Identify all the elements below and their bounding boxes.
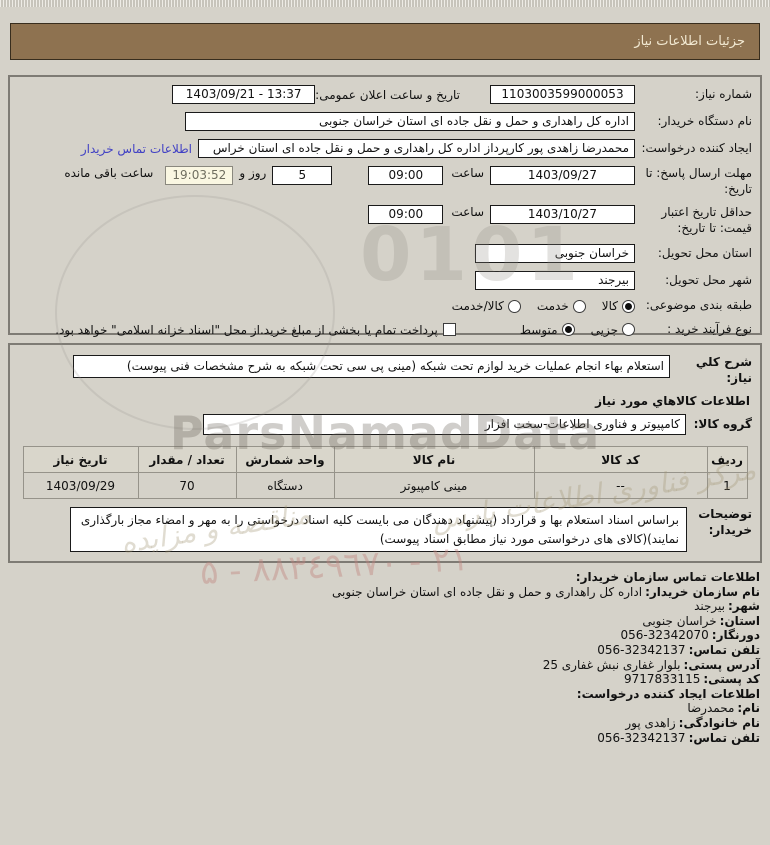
- price-validity-label: حداقل تاریخ اعتبار قیمت: تا تاریخ:: [661, 205, 752, 235]
- creator-last-name: نام خانوادگی:زاهدی پور: [625, 715, 760, 730]
- page-title: جزئیات اطلاعات نیاز: [634, 34, 745, 49]
- buyer-notes-label-line1: توضیحات: [698, 507, 752, 522]
- radio-service-icon[interactable]: [572, 299, 586, 313]
- radio-goods-service-icon[interactable]: [507, 299, 521, 313]
- buyer-notes-label-line2: خریدار:: [708, 522, 752, 537]
- price-validity-row: حداقل تاریخ اعتبار قیمت: تا تاریخ: 1403/…: [10, 201, 760, 240]
- announce-datetime-field[interactable]: 13:37 - 1403/09/21: [172, 85, 316, 104]
- request-creator-row: ایجاد کننده درخواست: محمدرضا زاهدی پور ک…: [10, 135, 760, 162]
- contact-line-phone: تلفن تماس:32342137-056: [597, 642, 760, 657]
- buyer-org-label: نام دستگاه خریدار:: [657, 113, 753, 128]
- radio-goods-label: کالا: [601, 299, 618, 314]
- buyer-notes-field[interactable]: براساس اسناد استعلام بها و قرارداد (پیشن…: [70, 507, 687, 553]
- buyer-contact-link[interactable]: اطلاعات تماس خریدار: [80, 141, 192, 156]
- delivery-province-row: استان محل تحویل: خراسان جنوبی: [10, 240, 760, 267]
- items-table: ردیف کد کالا نام کالا واحد شمارش تعداد /…: [22, 446, 748, 500]
- buyer-notes-row: توضیحات خریدار: براساس اسناد استعلام بها…: [10, 503, 760, 556]
- reply-deadline-date-field[interactable]: 1403/09/27: [490, 166, 635, 185]
- need-summary-section: شماره نیاز: 1103003599000053 تاریخ و ساع…: [8, 75, 762, 337]
- delivery-province-field[interactable]: خراسان جنوبی: [475, 244, 635, 264]
- radio-goods-service-label: کالا/خدمت: [451, 299, 504, 314]
- radio-option-medium[interactable]: متوسط: [520, 323, 575, 337]
- need-number-row: شماره نیاز: 1103003599000053 تاریخ و ساع…: [10, 81, 760, 108]
- cell-item-code: --: [533, 472, 708, 500]
- creator-info-heading: اطلاعات ایجاد کننده درخواست:: [576, 686, 760, 701]
- process-type-row: نوع فرآیند خرید : جزیی متوسط پرداخت تمام…: [10, 318, 760, 342]
- radio-minor-icon[interactable]: [622, 323, 635, 337]
- process-type-label: نوع فرآیند خرید :: [667, 321, 752, 336]
- subject-classification-row: طبقه بندی موضوعی: کالا خدمت کالا/خدمت: [10, 294, 760, 318]
- radio-option-goods[interactable]: کالا: [602, 299, 635, 313]
- treasury-checkbox[interactable]: [442, 323, 456, 337]
- buyer-org-row: نام دستگاه خریدار: اداره کل راهداری و حم…: [10, 108, 760, 135]
- countdown-timer: 19:03:52: [165, 166, 234, 185]
- treasury-label: پرداخت تمام یا بخشی از مبلغ خرید.از محل …: [55, 322, 438, 337]
- delivery-city-field[interactable]: بیرجند: [475, 271, 635, 291]
- price-validity-time-field[interactable]: 09:00: [368, 205, 444, 225]
- col-header-item-name: نام کالا: [333, 446, 535, 474]
- need-items-section: شرح كلي نياز: استعلام بهاء انجام عملیات …: [8, 343, 762, 563]
- days-and-label: روز و: [239, 166, 267, 180]
- cell-row-number: 1: [706, 472, 748, 500]
- hours-remaining-label: ساعت باقی مانده: [64, 166, 154, 180]
- page-title-bar: جزئیات اطلاعات نیاز: [10, 23, 760, 60]
- cell-need-date: 1403/09/29: [22, 472, 139, 500]
- treasury-option[interactable]: پرداخت تمام یا بخشی از مبلغ خرید.از محل …: [55, 323, 456, 337]
- buyer-notes-label: توضیحات خریدار:: [687, 507, 752, 538]
- goods-group-label: گروه کالا:: [693, 416, 752, 431]
- radio-minor-label: جزیی: [590, 322, 618, 337]
- contact-line-org-name: نام سازمان خریدار:اداره کل راهداری و حمل…: [332, 584, 760, 599]
- announce-datetime-label: تاریخ و ساعت اعلان عمومی:: [315, 87, 460, 102]
- col-header-row-number: ردیف: [706, 446, 748, 474]
- deadline-hour-label: ساعت: [451, 166, 484, 180]
- contact-line-postal-code: کد پستی:9717833115: [623, 672, 760, 687]
- request-creator-field[interactable]: محمدرضا زاهدی پور کارپرداز اداره کل راهد…: [198, 139, 635, 158]
- goods-group-row: گروه کالا: کامپیوتر و فناوری اطلاعات-سخت…: [10, 410, 760, 439]
- cell-quantity: 70: [137, 472, 237, 500]
- contact-section-heading: اطلاعات تماس سازمان خریدار:: [575, 570, 760, 584]
- cell-item-name: مینی کامپیوتر: [333, 472, 535, 500]
- col-header-quantity: تعداد / مقدار: [137, 446, 237, 474]
- col-header-unit: واحد شمارش: [235, 446, 335, 474]
- validity-hour-label: ساعت: [451, 205, 484, 220]
- top-texture-strip: [0, 0, 770, 7]
- contact-line-city: شهر:بیرجند: [694, 599, 760, 614]
- creator-first-name: نام:محمدرضا: [687, 701, 760, 716]
- col-header-item-code: کد کالا: [533, 446, 708, 474]
- radio-medium-icon[interactable]: [561, 323, 575, 337]
- col-header-need-date: تاریخ نیاز: [22, 446, 139, 474]
- reply-deadline-label: مهلت ارسال پاسخ: تا تاریخ:: [645, 166, 752, 196]
- delivery-province-label: استان محل تحویل:: [657, 246, 752, 261]
- items-table-header-row: ردیف کد کالا نام کالا واحد شمارش تعداد /…: [22, 446, 748, 474]
- radio-option-service[interactable]: خدمت: [537, 299, 586, 313]
- cell-unit: دستگاه: [235, 472, 335, 500]
- creator-phone: تلفن تماس:32342137-056: [597, 730, 760, 745]
- need-description-row: شرح كلي نياز: استعلام بهاء انجام عملیات …: [10, 348, 760, 390]
- contact-line-province: استان:خراسان جنوبی: [642, 613, 760, 628]
- items-info-heading: اطلاعات كالاهاي مورد نياز: [595, 394, 750, 409]
- contact-line-address: آدرس پستی:بلوار غفاری نبش غفاری 25: [542, 657, 760, 672]
- items-table-row: 1 -- مینی کامپیوتر دستگاه 70 1403/09/29: [22, 472, 748, 500]
- goods-group-field[interactable]: کامپیوتر و فناوری اطلاعات-سخت افزار: [203, 414, 686, 436]
- subject-classification-label: طبقه بندی موضوعی:: [645, 298, 752, 313]
- need-number-field[interactable]: 1103003599000053: [490, 85, 635, 104]
- need-description-field[interactable]: استعلام بهاء انجام عملیات خرید لوازم تحت…: [73, 355, 670, 378]
- delivery-city-row: شهر محل تحویل: بیرجند: [10, 267, 760, 294]
- need-number-label: شماره نیاز:: [695, 86, 752, 101]
- radio-medium-label: متوسط: [519, 322, 558, 337]
- radio-service-label: خدمت: [536, 299, 569, 314]
- buyer-contact-section: اطلاعات تماس سازمان خریدار: نام سازمان خ…: [10, 570, 760, 745]
- days-remaining-field[interactable]: 5: [272, 166, 333, 185]
- buyer-org-field[interactable]: اداره کل راهداری و حمل و نقل جاده ای است…: [185, 112, 635, 131]
- need-description-label: شرح كلي نياز:: [695, 355, 752, 385]
- radio-goods-icon[interactable]: [622, 299, 635, 313]
- radio-option-goods-service[interactable]: کالا/خدمت: [452, 299, 521, 313]
- radio-option-minor[interactable]: جزیی: [591, 323, 635, 337]
- reply-deadline-row: مهلت ارسال پاسخ: تا تاریخ: 1403/09/27 سا…: [10, 162, 760, 201]
- delivery-city-label: شهر محل تحویل:: [665, 273, 752, 288]
- request-creator-label: ایجاد کننده درخواست:: [641, 140, 752, 155]
- reply-deadline-time-field[interactable]: 09:00: [368, 166, 444, 185]
- contact-line-fax: دورنگار:32342070-056: [620, 628, 760, 643]
- price-validity-date-field[interactable]: 1403/10/27: [490, 205, 635, 225]
